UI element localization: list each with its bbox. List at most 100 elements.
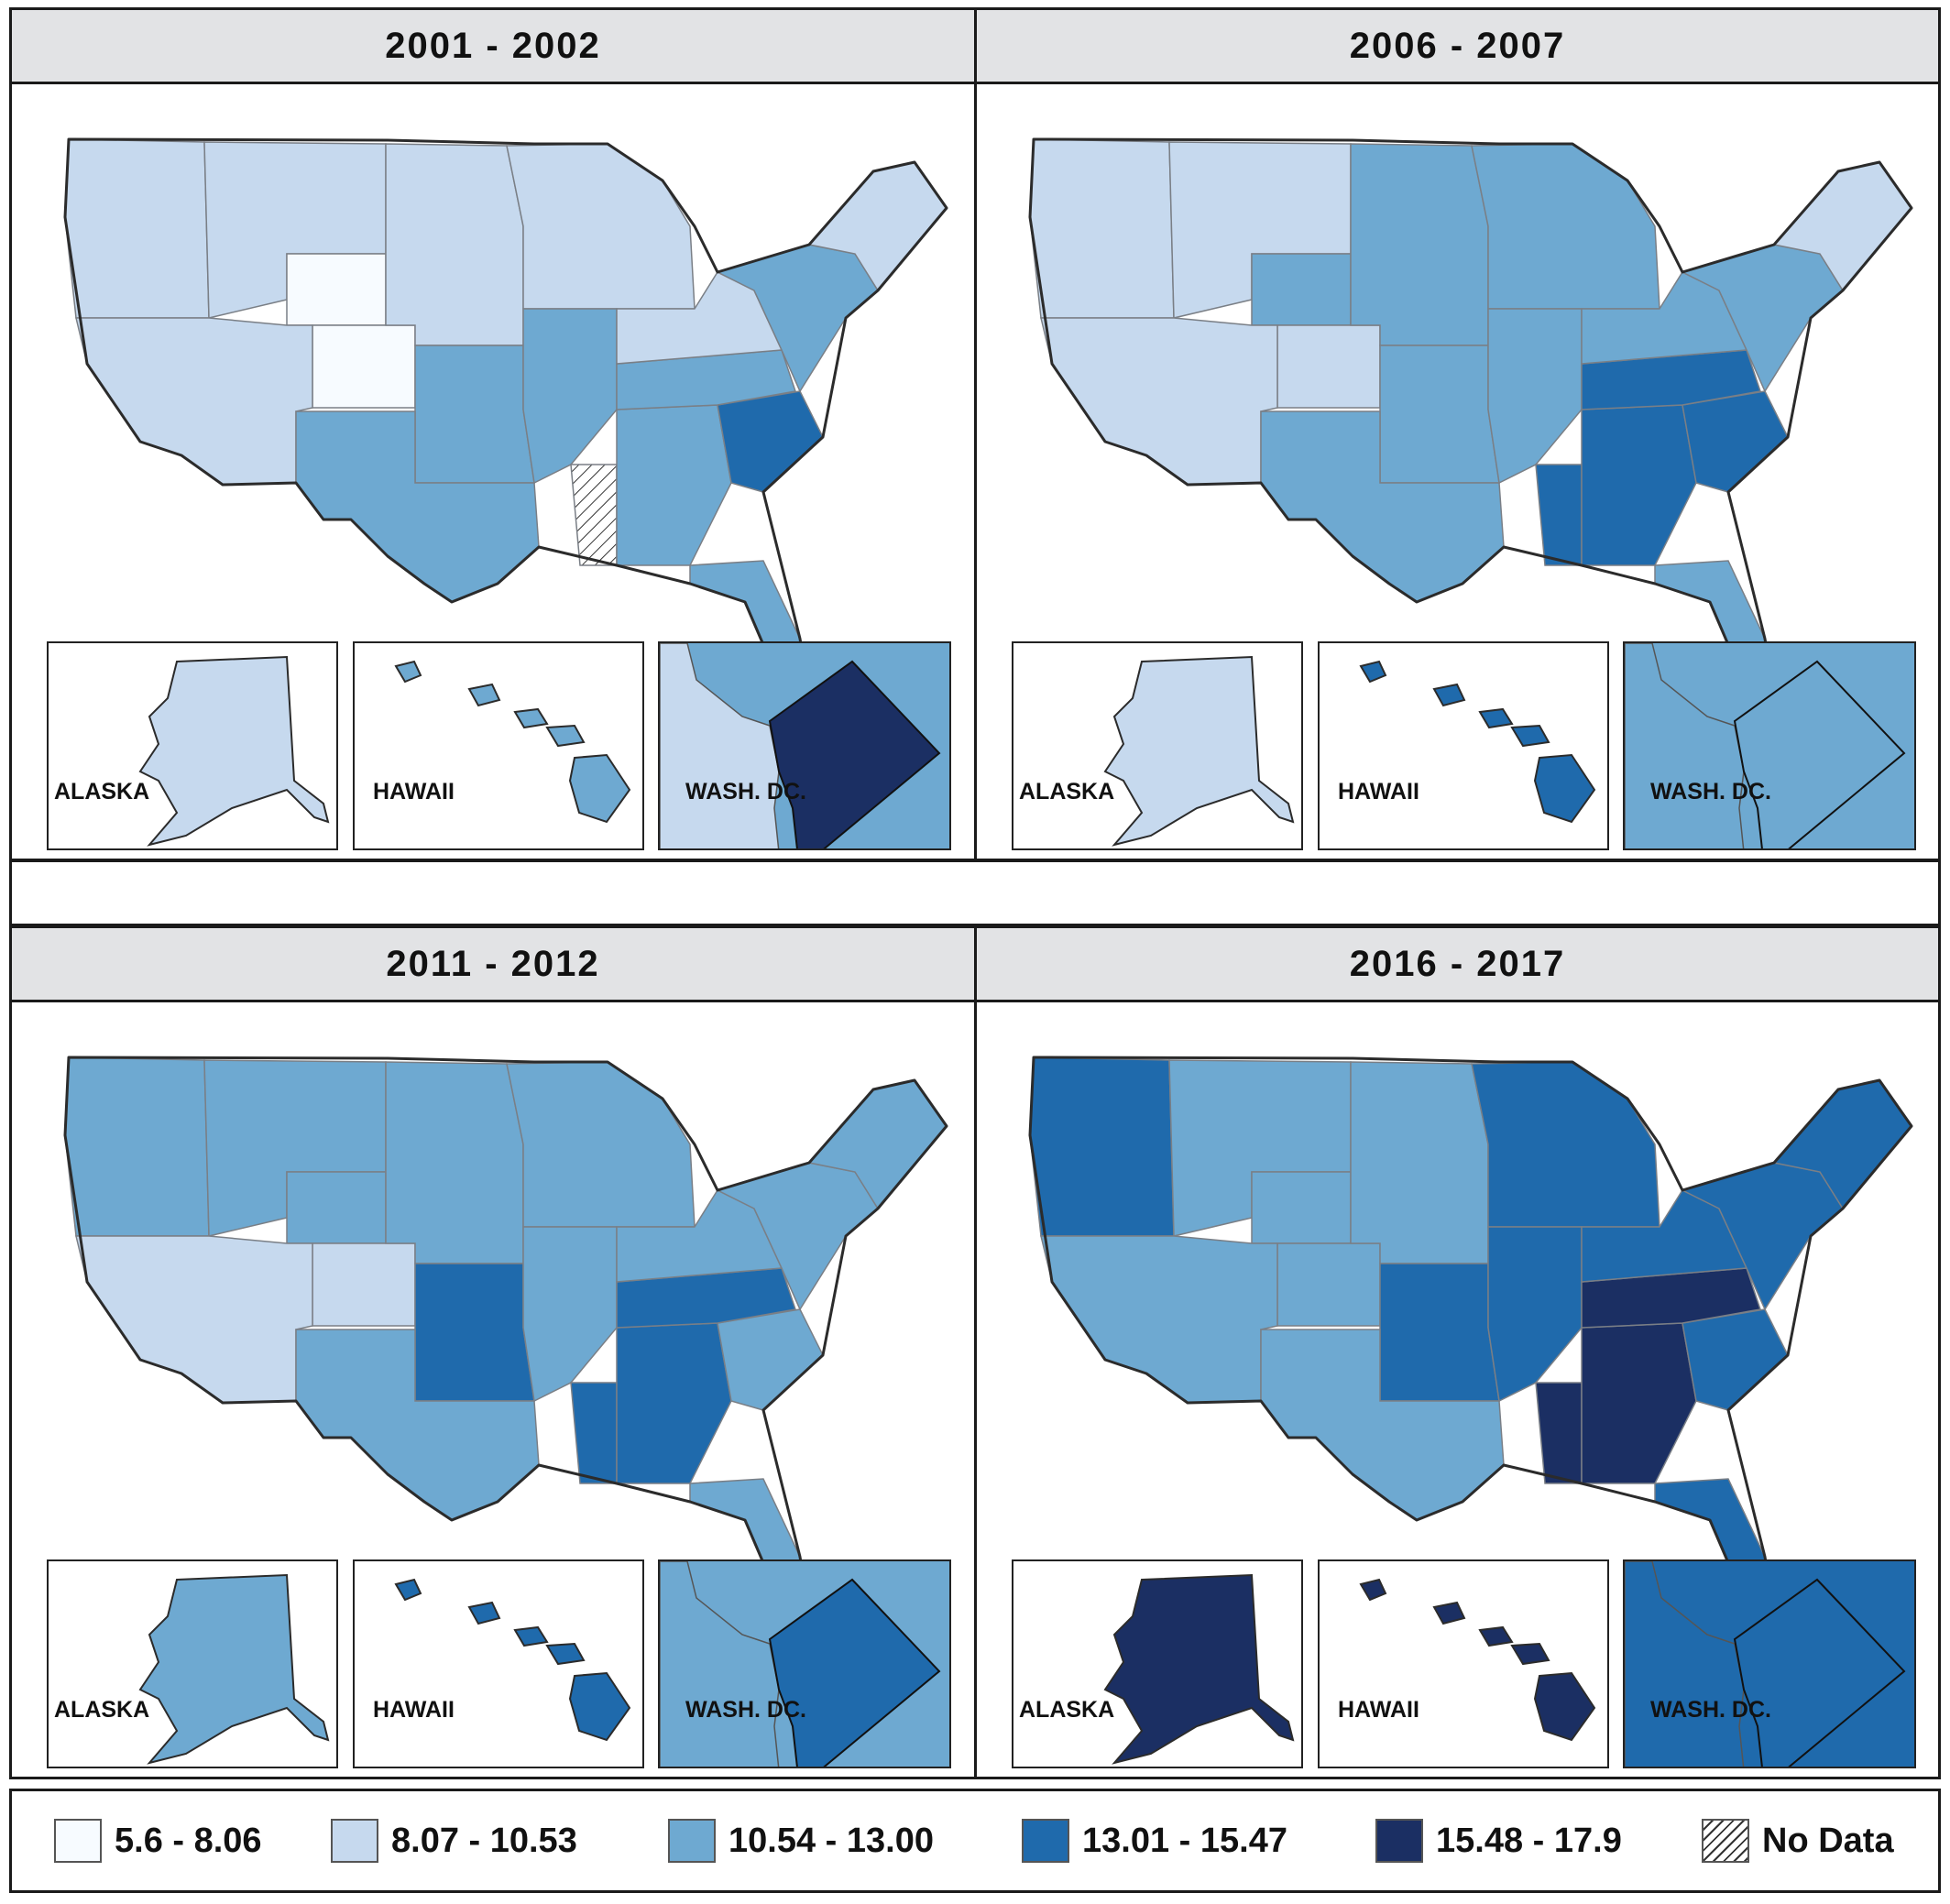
region-upper-midwest: [1471, 1061, 1660, 1228]
alaska-inset: ALASKA: [47, 641, 338, 850]
hawaii-inset: HAWAII: [353, 1559, 644, 1768]
region-carolinas: [717, 390, 824, 493]
region-mid-mississippi: [522, 308, 618, 485]
hawaii-island: [513, 707, 549, 729]
hawaii-inset: HAWAII: [353, 641, 644, 850]
hawaii-label: HAWAII: [373, 779, 455, 804]
hawaii-island: [467, 683, 501, 707]
region-southern-plains: [414, 345, 535, 484]
legend-label: 15.48 - 17.9: [1436, 1821, 1622, 1860]
hawaii-island: [513, 1625, 549, 1647]
legend-item: 5.6 - 8.06: [54, 1791, 262, 1890]
panel-title: 2016 - 2017: [977, 928, 1938, 1002]
dc-inset: WASH. DC.: [1623, 641, 1916, 850]
hawaii-island: [467, 1601, 501, 1625]
region-carolinas: [1682, 390, 1789, 493]
hawaii-island: [1510, 1642, 1550, 1666]
dc-label: WASH. DC.: [1650, 779, 1771, 804]
region-northwest: [1029, 138, 1175, 319]
legend-swatch: [331, 1819, 378, 1863]
hawaii-island: [568, 753, 631, 824]
hawaii-island: [394, 660, 422, 684]
alaska-shape: [1103, 655, 1295, 847]
us-map: [1028, 1056, 1913, 1618]
hawaii-inset: HAWAII: [1318, 1559, 1609, 1768]
hawaii-island: [1359, 660, 1387, 684]
region-northern-plains: [385, 1061, 524, 1264]
panel-title: 2006 - 2007: [977, 10, 1938, 84]
hawaii-shape: [1359, 1578, 1596, 1742]
region-mississippi: [1535, 1382, 1583, 1484]
region-northwest: [64, 1056, 210, 1237]
region-northwest: [64, 138, 210, 319]
dc-inset: WASH. DC.: [1623, 1559, 1916, 1768]
region-southern-plains: [414, 1263, 535, 1402]
alaska-label: ALASKA: [54, 1697, 150, 1723]
map-panel-2: 2006 - 2007 ALASKA HAWAII WASH. DC.: [974, 7, 1941, 861]
hawaii-shape: [394, 660, 631, 824]
alaska-region: [1103, 1573, 1295, 1765]
region-wyoming: [286, 253, 387, 326]
legend-swatch: [54, 1819, 102, 1863]
hawaii-island: [1478, 1625, 1514, 1647]
region-deep-south: [1581, 404, 1697, 566]
map-area: ALASKA HAWAII WASH. DC.: [12, 84, 974, 859]
map-panel-4: 2016 - 2017 ALASKA HAWAII WASH. DC.: [974, 925, 1941, 1779]
alaska-region: [138, 655, 330, 847]
legend-item: 13.01 - 15.47: [1022, 1791, 1287, 1890]
hawaii-shape: [1359, 660, 1596, 824]
legend-label: No Data: [1762, 1821, 1894, 1860]
dc-district: [1733, 660, 1906, 848]
region-wyoming: [286, 1171, 387, 1244]
us-map: [63, 137, 948, 700]
region-deep-south: [1581, 1322, 1697, 1484]
alaska-label: ALASKA: [1019, 1697, 1115, 1723]
region-wyoming: [1251, 253, 1352, 326]
dc-district: [1733, 1578, 1906, 1767]
legend-swatch-nodata: [1702, 1819, 1749, 1863]
legend-label: 13.01 - 15.47: [1082, 1821, 1287, 1860]
alaska-shape: [1103, 1573, 1295, 1765]
region-northern-plains: [1350, 1061, 1489, 1264]
us-map: [1028, 137, 1913, 700]
legend-swatch: [668, 1819, 716, 1863]
region-upper-midwest: [506, 1061, 696, 1228]
map-area: ALASKA HAWAII WASH. DC.: [12, 1002, 974, 1777]
region-colorado: [312, 1242, 416, 1327]
region-mississippi: [1535, 464, 1583, 566]
map-area: ALASKA HAWAII WASH. DC.: [977, 84, 1938, 859]
hawaii-island: [1432, 683, 1466, 707]
us-map: [63, 1056, 948, 1618]
frame-left: [9, 859, 12, 925]
dc-inset: WASH. DC.: [658, 1559, 951, 1768]
region-mid-mississippi: [522, 1226, 618, 1403]
row-separator: [9, 924, 1941, 926]
alaska-label: ALASKA: [1019, 779, 1115, 804]
alaska-shape: [138, 655, 330, 847]
legend-label: 5.6 - 8.06: [115, 1821, 262, 1860]
legend-item: No Data: [1702, 1791, 1894, 1890]
hawaii-island: [1533, 753, 1596, 824]
region-upper-midwest: [506, 143, 696, 310]
region-northern-plains: [385, 143, 524, 346]
dc-label: WASH. DC.: [685, 779, 806, 804]
hawaii-island: [545, 724, 586, 748]
hawaii-island: [568, 1671, 631, 1742]
region-mississippi: [570, 1382, 618, 1484]
map-panel-1: 2001 - 2002 ALASKA HAWAII WASH. DC.: [9, 7, 977, 861]
alaska-inset: ALASKA: [1012, 641, 1303, 850]
hawaii-island: [1533, 1671, 1596, 1742]
row-separator: [9, 859, 1941, 862]
region-southern-plains: [1379, 345, 1500, 484]
legend-label: 8.07 - 10.53: [391, 1821, 577, 1860]
dc-shape: [660, 643, 949, 848]
hawaii-label: HAWAII: [373, 1697, 455, 1723]
legend-item: 8.07 - 10.53: [331, 1791, 577, 1890]
dc-label: WASH. DC.: [1650, 1697, 1771, 1723]
region-mississippi: [570, 464, 618, 566]
hawaii-island: [394, 1578, 422, 1602]
alaska-inset: ALASKA: [1012, 1559, 1303, 1768]
hawaii-label: HAWAII: [1338, 779, 1419, 804]
region-upper-midwest: [1471, 143, 1660, 310]
region-northwest: [1029, 1056, 1175, 1237]
